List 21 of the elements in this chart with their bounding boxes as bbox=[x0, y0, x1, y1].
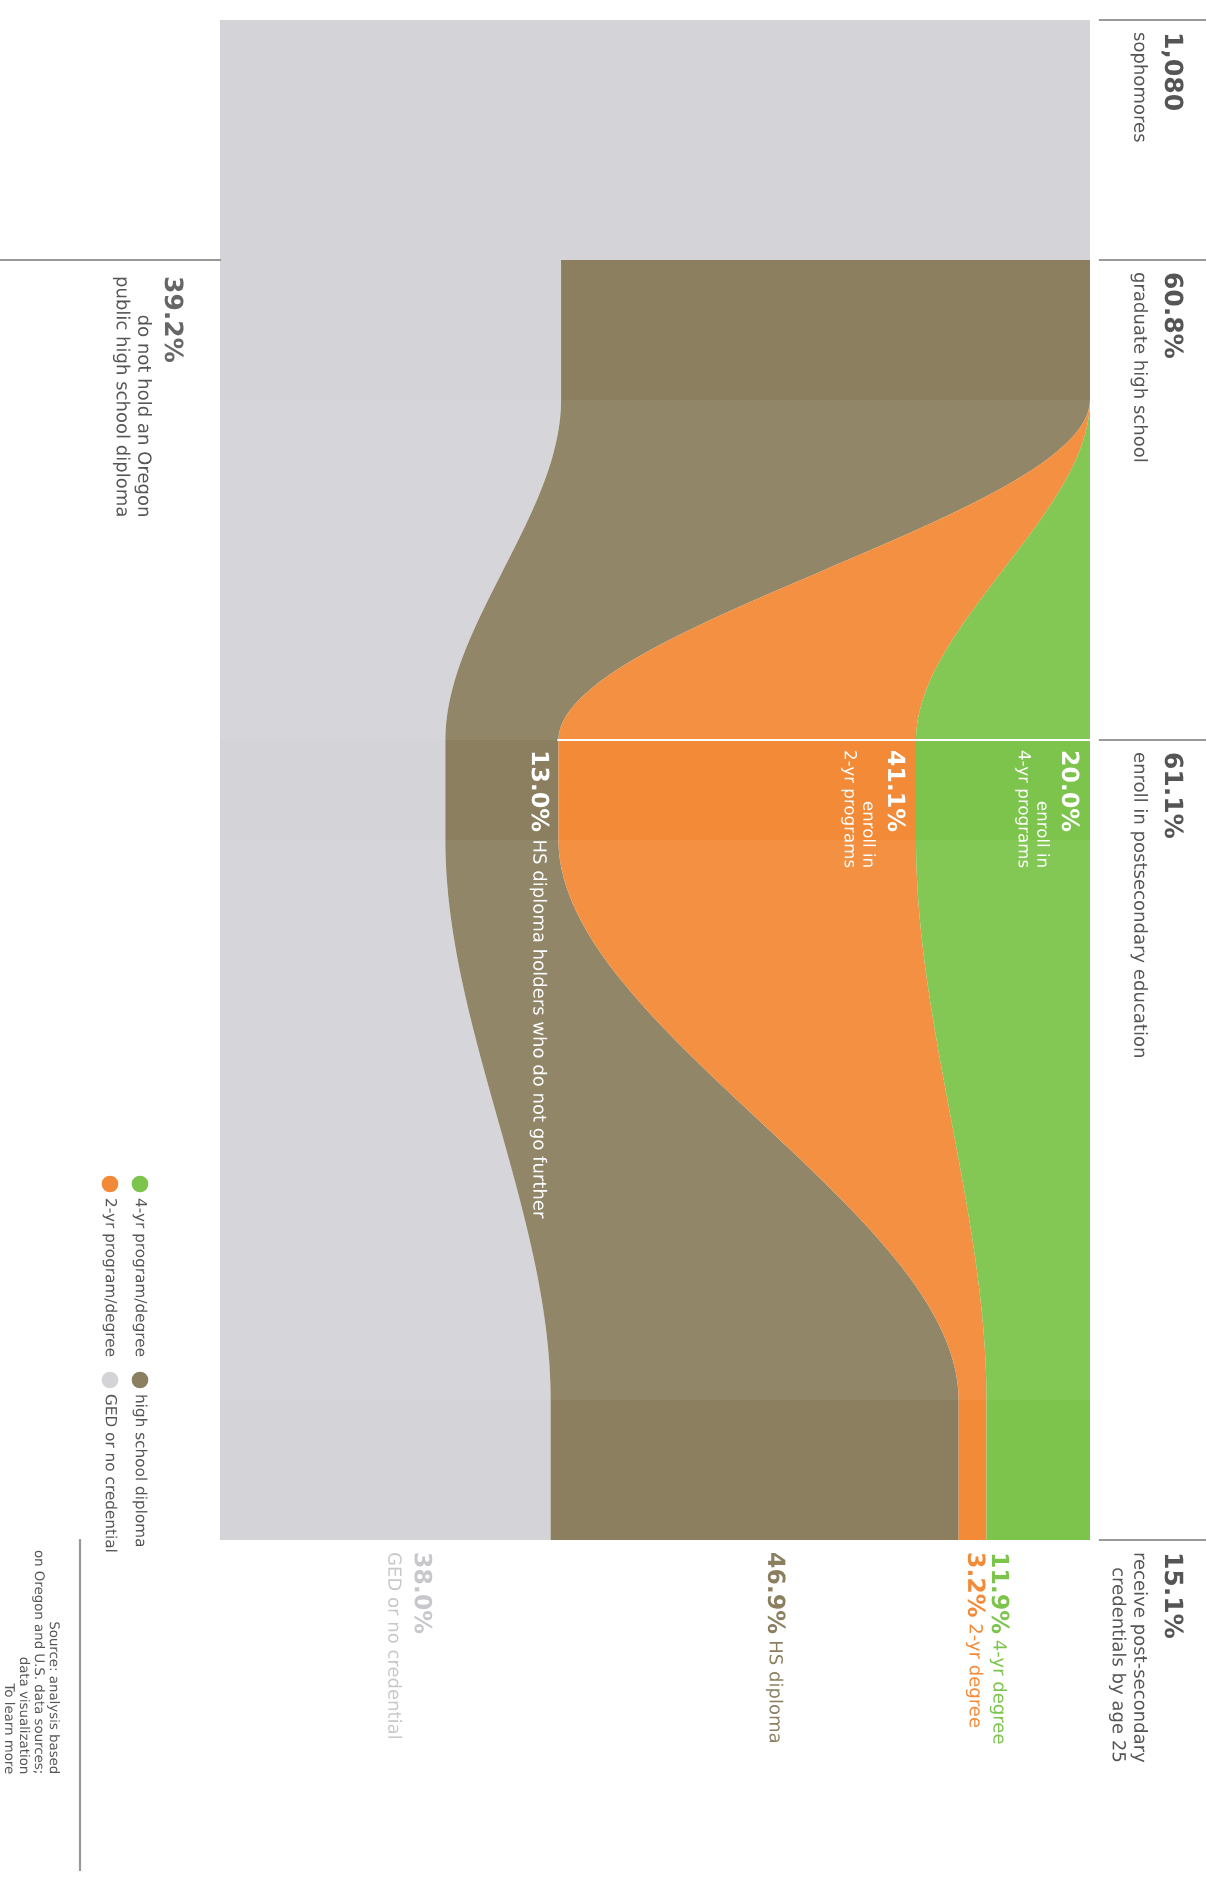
data-label: 41.1% bbox=[887, 751, 906, 832]
data-label: 46.9% bbox=[767, 1553, 786, 1634]
category-label: graduate high school bbox=[1130, 273, 1148, 462]
text: do not hold an Oregon public high school diploma bbox=[112, 277, 152, 516]
data-label: 20.0% bbox=[1061, 751, 1080, 832]
data-label: 11.9% bbox=[991, 1554, 1010, 1634]
category-label: enroll in postsecondary education bbox=[1130, 753, 1148, 1057]
text: enroll in 4-yr programs bbox=[1015, 750, 1050, 868]
text: 4-yr degree bbox=[989, 1640, 1008, 1744]
data-label: 3.2% bbox=[967, 1553, 986, 1617]
text: HS diploma bbox=[765, 1642, 784, 1743]
data-label: 39.2% bbox=[164, 277, 184, 362]
data-label: 60.8% bbox=[1164, 273, 1184, 358]
text: 2-yr degree bbox=[965, 1624, 984, 1728]
category-label: sophomores bbox=[1130, 32, 1148, 142]
text: enroll in 2-yr programs bbox=[841, 751, 876, 868]
text: 61.1% bbox=[1164, 753, 1184, 838]
text: 15.1% bbox=[1164, 1554, 1184, 1638]
category-label: receive post-secondary credentials by age 25 bbox=[1108, 1553, 1148, 1763]
text: 1,080 bbox=[1161, 34, 1184, 110]
data-label: 13.0% bbox=[531, 752, 550, 832]
